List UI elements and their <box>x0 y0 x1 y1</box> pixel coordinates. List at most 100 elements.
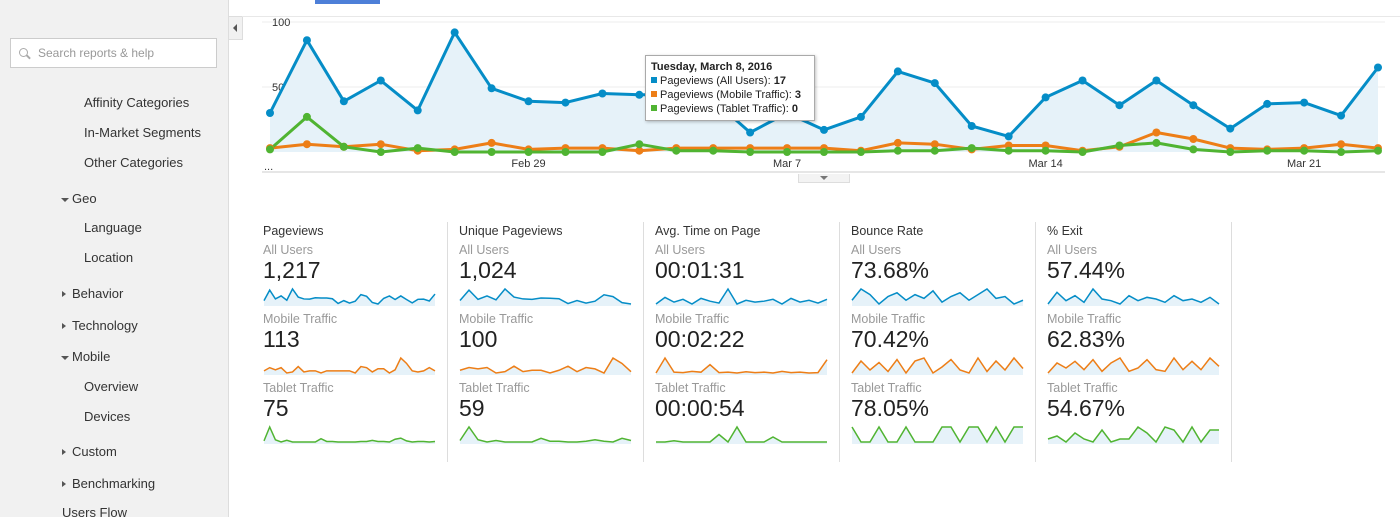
segment-name: All Users <box>1047 243 1098 257</box>
data-point <box>524 97 533 106</box>
sparkline <box>655 287 828 306</box>
nav-item[interactable]: Geo <box>61 191 97 206</box>
segment-name: All Users <box>263 243 314 257</box>
data-point <box>450 28 459 37</box>
data-point <box>930 146 939 155</box>
data-point <box>820 125 828 134</box>
x-tick-label: ... <box>264 161 273 173</box>
data-point <box>635 146 644 155</box>
data-point <box>487 138 496 147</box>
nav-item[interactable]: Technology <box>62 318 138 333</box>
segment-value: 57.44% <box>1047 257 1126 283</box>
tooltip-value: 17 <box>773 75 786 87</box>
segment-value: 00:02:22 <box>655 326 745 352</box>
sparkline-area <box>460 358 631 375</box>
segment-name: Mobile Traffic <box>1047 312 1122 326</box>
nav-item[interactable]: Location <box>84 250 134 265</box>
tooltip-value: 3 <box>794 89 802 101</box>
nav-item[interactable]: Affinity Categories <box>84 95 190 110</box>
nav-item[interactable]: Behavior <box>61 286 124 301</box>
nav-item[interactable]: Other Categories <box>84 155 183 170</box>
nav-item[interactable]: In-Market Segments <box>84 125 202 140</box>
metric-title: Unique Pageviews <box>459 224 563 238</box>
data-point <box>930 140 939 149</box>
sparkline-line <box>851 356 1024 375</box>
nav-item[interactable]: Users Flow <box>62 505 128 520</box>
data-point <box>598 89 607 98</box>
area <box>270 32 1378 152</box>
data-point <box>1374 146 1382 155</box>
sparkline <box>851 288 1024 306</box>
tooltip-date: Tuesday, March 8, 2016 <box>651 61 773 73</box>
data-point <box>302 140 311 149</box>
sparkline-line <box>459 425 632 443</box>
sparkline-area <box>264 289 435 306</box>
sparkline <box>655 356 828 375</box>
data-point <box>709 146 718 155</box>
nav-item[interactable]: Devices <box>84 409 131 424</box>
segment-name: All Users <box>459 243 510 257</box>
metric-card: Unique Pageviews All Users 1,024 Mobile Tra… <box>459 222 644 462</box>
data-point <box>487 84 496 93</box>
segment-value: 1,217 <box>263 257 321 283</box>
data-point <box>376 148 385 156</box>
data-point <box>1226 124 1235 133</box>
sparkline <box>1047 356 1220 375</box>
data-point <box>1115 101 1124 110</box>
data-point <box>487 148 496 156</box>
sparkline <box>263 356 436 375</box>
segment-value: 54.67% <box>1047 395 1126 421</box>
nav-item[interactable]: Benchmarking <box>61 476 156 491</box>
tooltip-swatch <box>651 77 657 83</box>
collapse-button[interactable] <box>229 16 243 40</box>
data-point <box>1226 148 1235 156</box>
sparkline <box>459 287 632 306</box>
search-placeholder: Search reports & help <box>38 46 155 60</box>
segment-name: Mobile Traffic <box>851 312 926 326</box>
sparkline-area <box>656 289 827 306</box>
sparkline-line <box>459 356 632 374</box>
data-point <box>302 112 311 121</box>
data-point <box>1004 132 1013 141</box>
metric-card: Bounce Rate All Users 73.68% Mobile Traffic… <box>851 222 1036 462</box>
segment-value: 100 <box>459 326 498 352</box>
segment-value: 00:01:31 <box>655 257 745 283</box>
sparkline <box>459 356 632 375</box>
chart-collapse-handle[interactable] <box>798 174 850 183</box>
data-point <box>561 98 570 107</box>
active-tab-indicator <box>315 0 380 4</box>
data-point <box>1263 99 1272 108</box>
data-point <box>302 36 311 45</box>
data-point <box>376 76 385 85</box>
search-box[interactable]: Search reports & help <box>10 38 217 68</box>
metric-cards: Pageviews All Users 1,217 Mobile Traffic 113… <box>263 222 1243 462</box>
nav-item[interactable]: Overview <box>84 379 139 394</box>
metric-card: Pageviews All Users 1,217 Mobile Traffic 113… <box>263 222 448 462</box>
data-point <box>746 148 755 156</box>
nav-item[interactable]: Mobile <box>60 349 111 364</box>
data-point <box>376 140 385 149</box>
data-point <box>967 122 976 130</box>
sparkline-area <box>460 289 631 306</box>
data-point <box>930 79 939 88</box>
segment-value: 70.42% <box>851 326 930 352</box>
data-point <box>1078 148 1087 156</box>
y-tick-label: 100 <box>272 17 290 29</box>
data-point <box>635 90 644 99</box>
segment-value: 78.05% <box>851 395 930 421</box>
data-point <box>1152 128 1161 137</box>
nav-item[interactable]: Custom <box>62 444 117 459</box>
data-point <box>967 144 976 153</box>
data-point <box>1152 138 1161 147</box>
segment-value: 62.83% <box>1047 326 1126 352</box>
nav-item[interactable]: Language <box>84 220 142 235</box>
segment-name: Mobile Traffic <box>263 312 338 326</box>
sparkline-line <box>263 287 436 305</box>
data-point <box>450 148 459 156</box>
data-point <box>1041 146 1050 155</box>
data-point <box>893 67 902 76</box>
data-point <box>746 128 755 137</box>
x-tick-label: Mar 14 <box>1028 158 1062 170</box>
sparkline-area <box>852 358 1023 375</box>
